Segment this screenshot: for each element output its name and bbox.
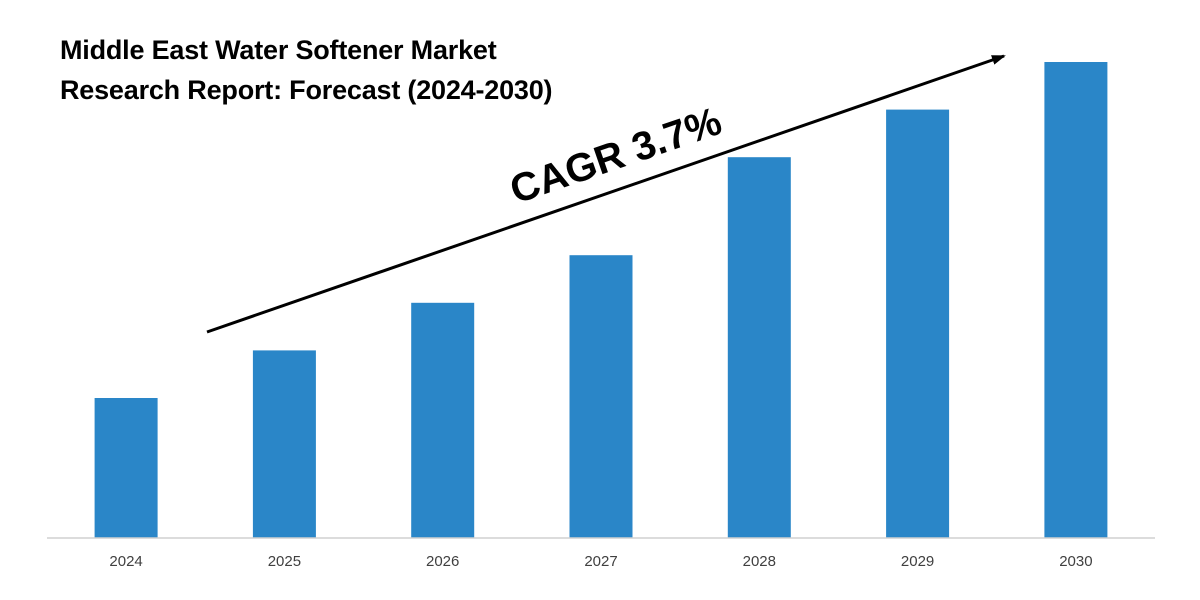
bar-2026 xyxy=(411,302,475,538)
bar-2024 xyxy=(94,398,158,538)
bar-2028 xyxy=(727,157,791,538)
chart-title: Middle East Water Softener Market Resear… xyxy=(60,30,553,110)
bar-2030 xyxy=(1044,62,1108,538)
x-tick-label-2030: 2030 xyxy=(1059,553,1092,570)
cagr-annotation: CAGR 3.7% xyxy=(505,99,727,212)
bar-2029 xyxy=(886,109,950,538)
bars-group xyxy=(94,62,1108,538)
chart-title-line-2: Research Report: Forecast (2024-2030) xyxy=(60,75,553,105)
x-tick-label-2024: 2024 xyxy=(109,553,142,570)
x-tick-label-2028: 2028 xyxy=(743,553,776,570)
bar-2025 xyxy=(252,350,316,538)
x-tick-label-2027: 2027 xyxy=(584,553,617,570)
x-tick-label-2029: 2029 xyxy=(901,553,934,570)
x-tick-labels: 2024 2025 2026 2027 2028 2029 2030 xyxy=(109,553,1092,570)
bar-2027 xyxy=(569,255,633,538)
x-tick-label-2025: 2025 xyxy=(268,553,301,570)
x-tick-label-2026: 2026 xyxy=(426,553,459,570)
chart-title-line-1: Middle East Water Softener Market xyxy=(60,35,497,65)
cagr-trend-arrow xyxy=(206,54,1006,334)
